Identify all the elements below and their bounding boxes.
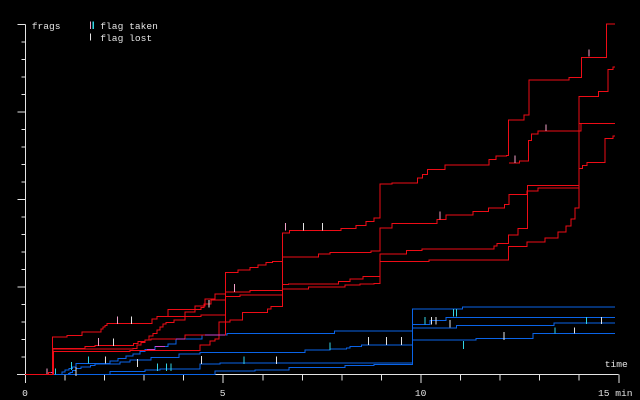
svg-text:frags: frags	[32, 21, 61, 32]
svg-text:10: 10	[415, 388, 427, 399]
svg-text:flag lost: flag lost	[100, 33, 152, 44]
svg-text:15 min: 15 min	[598, 388, 633, 399]
svg-text:time: time	[605, 359, 628, 370]
svg-text:0: 0	[22, 388, 28, 399]
svg-text:5: 5	[220, 388, 226, 399]
svg-text:flag taken: flag taken	[100, 21, 158, 32]
